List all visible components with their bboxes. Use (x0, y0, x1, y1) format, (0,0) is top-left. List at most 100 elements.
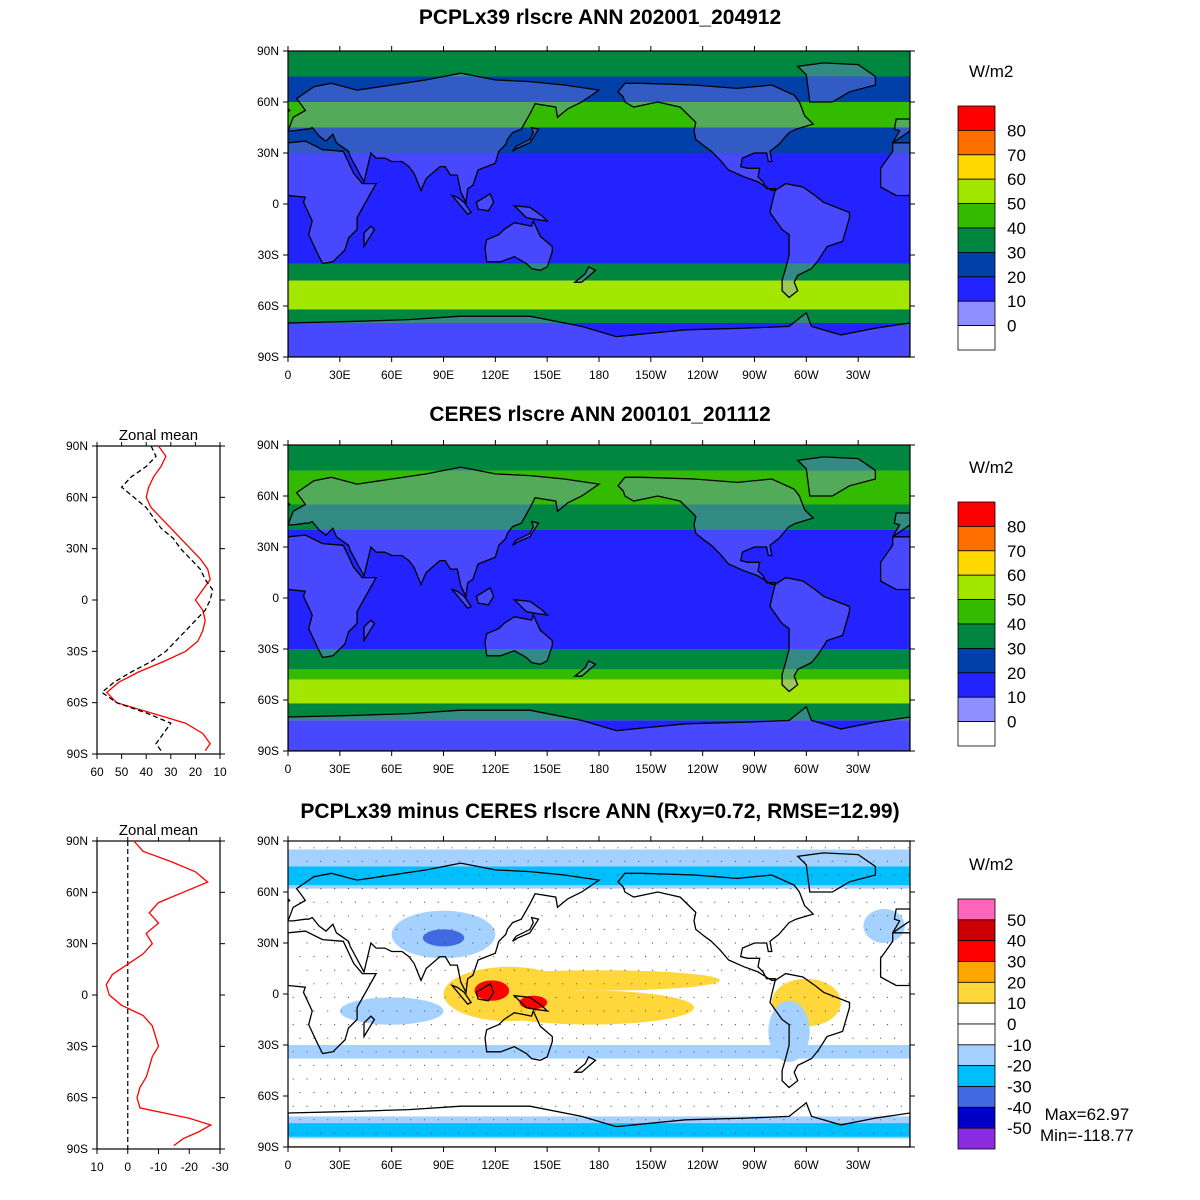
zonal-frame (96, 445, 221, 755)
coastline (512, 520, 540, 546)
stipple-dot (893, 1119, 896, 1121)
stipple-dot (596, 1105, 598, 1107)
land-field (452, 589, 472, 609)
stipple-dot (645, 901, 647, 903)
stipple-dot (320, 888, 322, 890)
stipple-dot (513, 942, 515, 944)
stipple-dot (437, 928, 439, 930)
stipple-dot (389, 1051, 391, 1053)
stipple-dot (880, 1064, 882, 1066)
stipple-dot (327, 901, 329, 903)
stipple-dot (748, 888, 750, 890)
coastline (475, 982, 495, 1002)
stipple-dot (790, 1024, 792, 1026)
stipple-dot (596, 888, 598, 890)
stipple-dot (423, 1064, 426, 1066)
stipple-dot (416, 1105, 419, 1107)
stipple-dot (451, 1092, 453, 1094)
stipple-dot (403, 1051, 405, 1053)
stipple-dot (727, 983, 730, 985)
colorbar-label: 0 (1007, 317, 1016, 336)
stipple-dot (769, 1064, 771, 1066)
stipple-dot (638, 969, 640, 971)
stipple-dot (430, 1051, 433, 1053)
stipple-dot (651, 996, 654, 998)
colorbar-label: -10 (1007, 1036, 1032, 1055)
stipple-dot (430, 888, 433, 890)
stipple-dot (762, 888, 764, 890)
stipple-dot (382, 1010, 384, 1012)
stipple-dot (313, 901, 315, 903)
lon-tick-label: 60W (794, 368, 819, 382)
stipple-dot (562, 956, 564, 958)
stipple-dot (569, 1105, 571, 1107)
colorbar-box (957, 961, 996, 983)
stipple-dot (651, 1051, 654, 1053)
stipple-dot (617, 928, 619, 930)
stipple-dot (638, 888, 640, 890)
stipple-dot (603, 1092, 605, 1094)
stipple-dot (734, 1078, 737, 1080)
panel1-title: PCPLx39 rlscre ANN 202001_204912 (418, 6, 782, 29)
colorbar-box (957, 981, 996, 1004)
stipple-dot (603, 956, 605, 958)
stipple-dot (893, 847, 896, 849)
land-field (288, 73, 599, 203)
stipple-dot (693, 1078, 695, 1080)
stipple-dot (437, 901, 439, 903)
stipple-dot (638, 996, 640, 998)
stipple-dot (582, 942, 585, 944)
stipple-dot (596, 996, 598, 998)
stipple-dot (382, 1064, 384, 1066)
colorbar-label: 40 (1007, 932, 1026, 951)
stipple-dot (838, 1010, 840, 1012)
stipple-dot (451, 1064, 453, 1066)
stipple-dot (603, 901, 605, 903)
lon-tick-label: 90E (433, 762, 454, 776)
stipple-dot (451, 847, 453, 849)
stipple-dot (569, 1051, 571, 1053)
stipple-dot (873, 860, 875, 862)
stipple-dot (859, 888, 861, 890)
lat-tick-label: 90S (258, 1140, 279, 1154)
stipple-dot (672, 1037, 674, 1039)
stipple-dot (451, 874, 453, 876)
stipple-dot (520, 1119, 522, 1121)
stipple-dot (306, 915, 308, 917)
stipple-dot (437, 847, 439, 849)
stipple-dot (389, 942, 391, 944)
stipple-dot (727, 1064, 730, 1066)
stipple-dot (493, 983, 495, 985)
stipple-dot (527, 969, 529, 971)
coastline (484, 1009, 553, 1061)
stipple-dot (403, 969, 405, 971)
stipple-dot (721, 860, 723, 862)
stipple-dot (375, 888, 377, 890)
lat-tick-label: 60N (257, 885, 279, 899)
stipple-dot (824, 901, 826, 903)
stipple-dot (679, 996, 681, 998)
stipple-dot (327, 1092, 329, 1094)
stipple-dot (603, 928, 605, 930)
stipple-dot (534, 1037, 536, 1039)
zonal-value-label: 10 (213, 765, 227, 779)
colorbar-box (957, 130, 996, 156)
stipple-dot (382, 1119, 384, 1121)
stipple-dot (693, 888, 695, 890)
stipple-dot (527, 1132, 529, 1134)
stipple-dot (361, 1105, 363, 1107)
stipple-dot (416, 915, 419, 917)
lon-tick-label: 90E (433, 368, 454, 382)
field-band (288, 703, 910, 721)
stipple-dot (907, 847, 909, 849)
stipple-dot (714, 983, 716, 985)
stipple-dot (769, 956, 771, 958)
stipple-dot (886, 915, 889, 917)
stipple-dot (672, 1064, 674, 1066)
colorbar-box (957, 178, 996, 204)
coastline (572, 660, 597, 677)
stipple-dot (562, 1119, 564, 1121)
stipple-dot (396, 1092, 398, 1094)
colorbar-label: 60 (1007, 170, 1026, 189)
stipple-dot (859, 942, 861, 944)
